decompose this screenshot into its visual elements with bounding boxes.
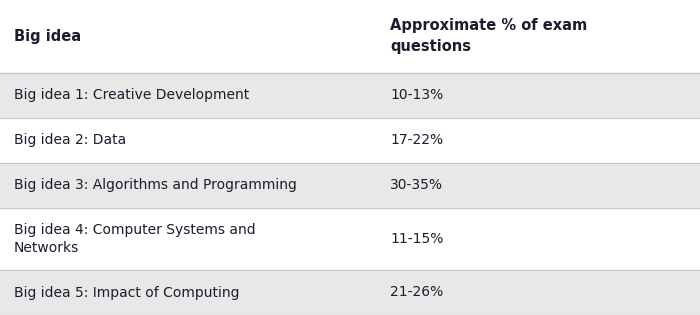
Bar bbox=[0, 0, 700, 73]
Text: 30-35%: 30-35% bbox=[390, 178, 443, 192]
Text: 11-15%: 11-15% bbox=[390, 232, 443, 246]
Text: Big idea 3: Algorithms and Programming: Big idea 3: Algorithms and Programming bbox=[14, 178, 297, 192]
Text: Big idea 5: Impact of Computing: Big idea 5: Impact of Computing bbox=[14, 285, 239, 300]
Text: Big idea 1: Creative Development: Big idea 1: Creative Development bbox=[14, 88, 249, 102]
Bar bbox=[0, 73, 700, 118]
Bar bbox=[0, 270, 700, 315]
Bar bbox=[0, 163, 700, 208]
Text: 17-22%: 17-22% bbox=[390, 133, 443, 147]
Text: Big idea 2: Data: Big idea 2: Data bbox=[14, 133, 126, 147]
Text: Big idea 4: Computer Systems and
Networks: Big idea 4: Computer Systems and Network… bbox=[14, 223, 255, 255]
Text: 10-13%: 10-13% bbox=[390, 88, 443, 102]
Text: Approximate % of exam
questions: Approximate % of exam questions bbox=[390, 19, 587, 54]
Bar bbox=[0, 208, 700, 270]
Bar bbox=[0, 118, 700, 163]
Text: Big idea: Big idea bbox=[14, 29, 81, 44]
Text: 21-26%: 21-26% bbox=[390, 285, 443, 300]
